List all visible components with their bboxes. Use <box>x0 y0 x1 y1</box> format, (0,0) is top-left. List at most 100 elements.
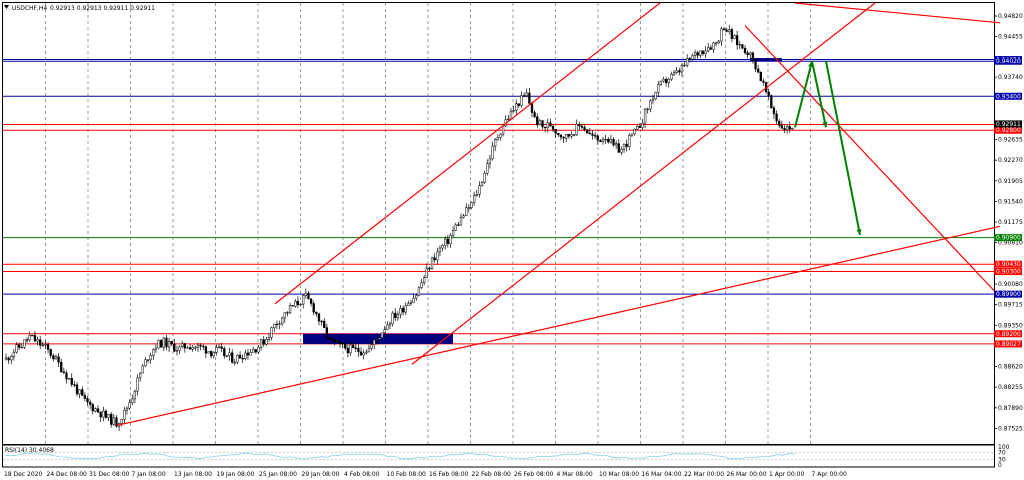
candle-body <box>707 47 710 52</box>
candle-body <box>628 134 631 147</box>
trendline <box>274 2 661 305</box>
candle-body <box>207 351 210 354</box>
candle-body <box>123 409 126 420</box>
candle-body <box>173 343 176 352</box>
candle-body <box>399 307 402 315</box>
candle-body <box>586 129 589 134</box>
candle-body <box>686 58 689 66</box>
trendline <box>794 2 1001 24</box>
y-tick-label: 0.90810 <box>998 240 1023 247</box>
x-tick-label: 22 Feb 08:00 <box>472 471 512 478</box>
candle-body <box>409 302 413 304</box>
candle-body <box>394 312 397 318</box>
candle-body <box>714 42 718 44</box>
candle-body <box>675 70 678 73</box>
level-tag <box>994 268 1022 276</box>
candle-body <box>146 359 150 361</box>
candle-body <box>546 122 549 129</box>
candle-body <box>386 324 389 330</box>
candle-body <box>91 404 94 412</box>
candle-body <box>120 419 123 424</box>
x-tick-label: 31 Dec 08:00 <box>89 471 130 478</box>
candle-body <box>509 110 513 120</box>
x-tick-label: 18 Dec 2020 <box>4 471 43 478</box>
candle-body <box>580 125 584 128</box>
candle-body <box>591 133 594 136</box>
candle-body <box>636 126 639 130</box>
candle-body <box>160 340 163 348</box>
candle-body <box>309 298 313 304</box>
trendline <box>744 25 1001 298</box>
collapse-arrow-icon[interactable] <box>4 5 9 9</box>
x-tick-label: 4 Mar 08:00 <box>557 471 593 478</box>
candle-body <box>415 295 418 299</box>
candle-body <box>18 344 21 348</box>
candle-body <box>128 402 131 409</box>
candle-body <box>730 29 734 39</box>
candle-body <box>204 346 208 354</box>
candle-body <box>499 133 502 138</box>
candle-body <box>759 71 762 82</box>
candle-body <box>333 338 336 342</box>
candle-body <box>380 332 384 339</box>
candle-body <box>41 344 44 347</box>
candle-body <box>457 224 460 226</box>
candle-body <box>454 224 457 231</box>
candle-body <box>436 251 439 261</box>
level-tag-label: 0.89900 <box>996 291 1021 298</box>
candle-body <box>23 339 26 348</box>
candle-body <box>720 28 723 42</box>
candle-body <box>346 347 350 354</box>
candle-body <box>649 100 652 110</box>
candle-body <box>378 337 381 340</box>
y-tick-label: 0.91540 <box>998 198 1023 205</box>
current-price-label: 0.92911 <box>996 121 1021 128</box>
candle-body <box>515 103 518 111</box>
candle-body <box>44 344 47 346</box>
candle-body <box>283 312 286 319</box>
level-tag-label: 0.92800 <box>996 127 1021 134</box>
level-tag-label: 0.89027 <box>996 341 1021 348</box>
level-tag <box>994 57 1022 65</box>
candle-body <box>578 123 581 127</box>
candle-body <box>428 267 431 270</box>
candle-body <box>249 352 252 356</box>
candle-body <box>33 335 37 342</box>
candle-body <box>588 132 592 135</box>
candle-body <box>541 120 544 128</box>
candle-body <box>262 339 265 345</box>
candle-body <box>20 347 23 349</box>
candle-body <box>620 149 623 153</box>
y-tick-label: 0.92635 <box>998 137 1023 144</box>
x-tick-label: 1 Apr 00:00 <box>769 471 804 478</box>
candle-body <box>670 74 673 80</box>
candle-body <box>420 282 423 288</box>
candle-body <box>10 356 13 361</box>
candle-body <box>75 384 79 395</box>
candle-body <box>559 134 563 138</box>
candle-body <box>81 389 84 396</box>
candle-body <box>65 372 68 380</box>
candle-body <box>488 158 492 164</box>
candle-body <box>417 287 421 296</box>
candle-body <box>733 35 736 39</box>
candle-body <box>404 305 407 313</box>
candle-body <box>31 334 34 337</box>
candle-body <box>352 344 355 349</box>
candle-body <box>281 317 284 325</box>
candle-body <box>451 230 455 236</box>
candle-body <box>601 139 605 142</box>
candle-body <box>302 295 305 305</box>
candle-body <box>110 413 113 425</box>
candle-body <box>423 277 426 284</box>
candle-body <box>467 207 471 209</box>
candle-body <box>89 401 92 405</box>
candle-body <box>565 134 568 139</box>
candle-body <box>270 327 273 338</box>
candle-body <box>491 145 494 160</box>
candle-body <box>36 339 39 342</box>
candle-body <box>320 320 323 323</box>
candle-body <box>217 346 221 348</box>
candle-body <box>678 70 681 73</box>
